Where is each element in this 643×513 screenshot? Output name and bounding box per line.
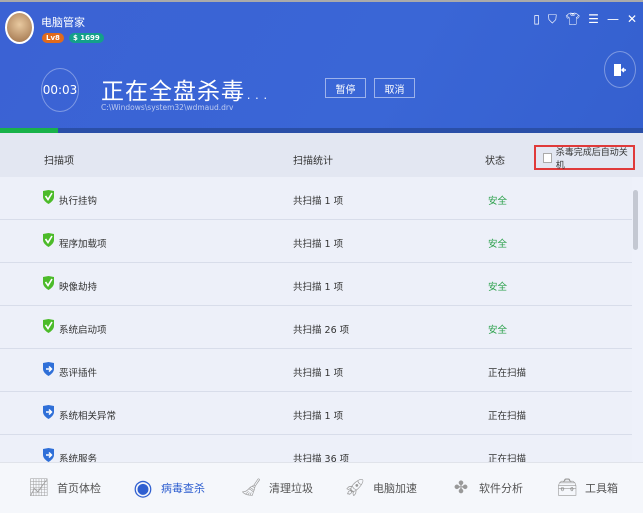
table-row: 程序加载项 共扫描 1 项 安全 xyxy=(0,220,632,263)
header-status: 状态 xyxy=(485,156,505,167)
shield-arrow-icon xyxy=(43,362,54,376)
shield-check-icon xyxy=(43,233,54,247)
header-item: 扫描项 xyxy=(44,156,74,167)
checkbox[interactable] xyxy=(543,152,552,163)
row-stats: 共扫描 1 项 xyxy=(293,239,344,250)
row-name: 程序加载项 xyxy=(59,239,107,250)
nav-item[interactable]: ◉ 病毒查杀 xyxy=(132,475,205,501)
skin-icon[interactable]: 👕︎ xyxy=(564,12,581,26)
row-stats: 共扫描 26 项 xyxy=(293,325,350,336)
monitor-icon: 📈︎ xyxy=(28,478,50,498)
row-name: 系统相关异常 xyxy=(59,411,117,422)
table-row: 映像劫持 共扫描 1 项 安全 xyxy=(0,263,632,306)
nav-item[interactable]: 🚀︎ 电脑加速 xyxy=(344,477,417,499)
nav-label: 病毒查杀 xyxy=(161,482,205,495)
avatar[interactable] xyxy=(5,11,34,44)
scan-list: 执行挂钩 共扫描 1 项 安全 程序加载项 共扫描 1 项 安全 映像劫持 共扫… xyxy=(0,177,632,462)
row-status: 正在扫描 xyxy=(488,368,527,379)
scan-title: 正在全盘杀毒... xyxy=(101,79,270,105)
progress-fill xyxy=(0,128,58,133)
nav-label: 电脑加速 xyxy=(373,482,417,495)
broom-icon: 🧹︎ xyxy=(240,478,262,498)
shield-arrow-icon xyxy=(43,448,54,462)
row-status: 安全 xyxy=(488,282,508,293)
row-name: 映像劫持 xyxy=(59,282,98,293)
menu-icon[interactable]: ☰ xyxy=(588,12,599,26)
nav-item[interactable]: 📈︎ 首页体检 xyxy=(28,477,101,499)
auto-shutdown-label: 杀毒完成后自动关机 xyxy=(555,147,628,171)
row-stats: 共扫描 1 项 xyxy=(293,282,344,293)
nav-item[interactable]: ✤ 软件分析 xyxy=(450,477,523,499)
table-row: 系统服务 共扫描 36 项 正在扫描 xyxy=(0,435,632,462)
table-row: 执行挂钩 共扫描 1 项 安全 xyxy=(0,177,632,220)
row-status: 正在扫描 xyxy=(488,411,527,422)
scan-path: C:\Windows\system32\wdmaud.drv xyxy=(101,103,234,112)
scan-progress-bar xyxy=(0,128,643,133)
row-stats: 共扫描 1 项 xyxy=(293,196,344,207)
clover-icon: ✤ xyxy=(453,478,469,498)
toolbox-icon: 🧰︎ xyxy=(556,478,578,498)
nav-label: 软件分析 xyxy=(479,482,523,495)
coins-badge[interactable]: $ 1699 xyxy=(69,33,104,43)
cancel-button[interactable]: 取消 xyxy=(374,78,415,98)
row-status: 正在扫描 xyxy=(488,454,527,462)
shield-check-icon xyxy=(43,190,54,204)
shield-icon[interactable]: ⛉ xyxy=(547,12,557,26)
scrollbar[interactable] xyxy=(633,190,638,250)
row-status: 安全 xyxy=(488,196,508,207)
row-status: 安全 xyxy=(488,325,508,336)
phone-icon[interactable]: ▯ xyxy=(533,12,540,26)
nav-label: 清理垃圾 xyxy=(269,482,313,495)
shield-arrow-icon xyxy=(43,405,54,419)
scan-timer: 00:03 xyxy=(41,68,79,112)
nav-label: 首页体检 xyxy=(57,482,101,495)
pause-button[interactable]: 暂停 xyxy=(325,78,366,98)
shield-check-icon xyxy=(43,319,54,333)
exit-button[interactable] xyxy=(604,51,636,88)
header-stats: 扫描统计 xyxy=(293,156,333,167)
nav-item[interactable]: 🧹︎ 清理垃圾 xyxy=(240,477,313,499)
table-row: 系统启动项 共扫描 26 项 安全 xyxy=(0,306,632,349)
header: 电脑管家 Lv8 $ 1699 ▯ ⛉ 👕︎ ☰ — ✕ 00:03 正在全盘杀… xyxy=(0,0,643,128)
app-name: 电脑管家 xyxy=(41,16,85,29)
row-name: 执行挂钩 xyxy=(59,196,98,207)
row-status: 安全 xyxy=(488,239,508,250)
virus-scan-icon: ◉ xyxy=(133,475,153,501)
shield-check-icon xyxy=(43,276,54,290)
table-row: 恶评插件 共扫描 1 项 正在扫描 xyxy=(0,349,632,392)
row-name: 系统服务 xyxy=(59,454,98,462)
row-stats: 共扫描 1 项 xyxy=(293,368,344,379)
auto-shutdown-checkbox[interactable]: 杀毒完成后自动关机 xyxy=(534,145,635,171)
rocket-icon: 🚀︎ xyxy=(344,478,366,498)
row-name: 恶评插件 xyxy=(59,368,98,379)
table-row: 系统相关异常 共扫描 1 项 正在扫描 xyxy=(0,392,632,435)
row-stats: 共扫描 36 项 xyxy=(293,454,350,462)
bottom-nav: 📈︎ 首页体检 ◉ 病毒查杀 🧹︎ 清理垃圾 🚀︎ 电脑加速 ✤ 软件分析 🧰︎ 工具箱 xyxy=(0,462,643,513)
level-badge[interactable]: Lv8 xyxy=(42,33,64,43)
close-icon[interactable]: ✕ xyxy=(626,12,637,26)
row-stats: 共扫描 1 项 xyxy=(293,411,344,422)
nav-label: 工具箱 xyxy=(585,482,618,495)
minimize-icon[interactable]: — xyxy=(606,12,619,26)
exit-icon xyxy=(614,63,626,76)
row-name: 系统启动项 xyxy=(59,325,107,336)
nav-item[interactable]: 🧰︎ 工具箱 xyxy=(556,477,618,499)
